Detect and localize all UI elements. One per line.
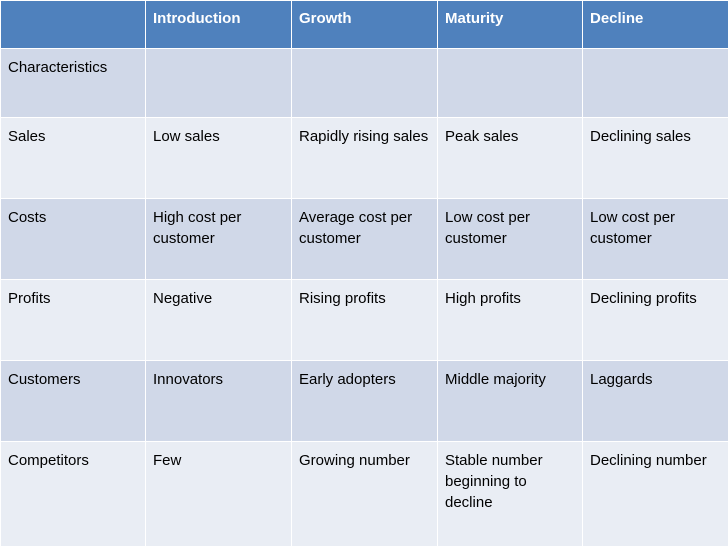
header-introduction: Introduction (145, 0, 292, 49)
table-cell: Laggards (582, 360, 728, 442)
header-corner-cell (0, 0, 146, 49)
table-row-characteristics: Characteristics (0, 48, 728, 118)
row-label: Costs (0, 198, 146, 280)
table-cell (582, 48, 728, 118)
table-cell: Declining sales (582, 117, 728, 199)
row-label: Characteristics (0, 48, 146, 118)
table-cell: Low sales (145, 117, 292, 199)
header-maturity: Maturity (437, 0, 583, 49)
table-cell: Rapidly rising sales (291, 117, 438, 199)
table-cell: Low cost per customer (582, 198, 728, 280)
header-row: Introduction Growth Maturity Decline (0, 0, 728, 49)
header-decline: Decline (582, 0, 728, 49)
row-label: Sales (0, 117, 146, 199)
header-growth: Growth (291, 0, 438, 49)
row-label: Competitors (0, 441, 146, 546)
table-cell: Rising profits (291, 279, 438, 361)
table-cell: High profits (437, 279, 583, 361)
table-cell: Stable number beginning to decline (437, 441, 583, 546)
table-cell: Growing number (291, 441, 438, 546)
table-cell (291, 48, 438, 118)
table-row-customers: Customers Innovators Early adopters Midd… (0, 360, 728, 442)
table-row-competitors: Competitors Few Growing number Stable nu… (0, 441, 728, 546)
table-cell: Innovators (145, 360, 292, 442)
row-label: Customers (0, 360, 146, 442)
table-cell: Early adopters (291, 360, 438, 442)
table-cell: Peak sales (437, 117, 583, 199)
table-row-costs: Costs High cost per customer Average cos… (0, 198, 728, 280)
table-cell (145, 48, 292, 118)
table-cell: Declining number (582, 441, 728, 546)
row-label: Profits (0, 279, 146, 361)
table-row-sales: Sales Low sales Rapidly rising sales Pea… (0, 117, 728, 199)
table-cell: High cost per customer (145, 198, 292, 280)
table-cell (437, 48, 583, 118)
table-cell: Middle majority (437, 360, 583, 442)
table-cell: Low cost per customer (437, 198, 583, 280)
table-row-profits: Profits Negative Rising profits High pro… (0, 279, 728, 361)
table-cell: Declining profits (582, 279, 728, 361)
table-cell: Few (145, 441, 292, 546)
table-cell: Average cost per customer (291, 198, 438, 280)
table-cell: Negative (145, 279, 292, 361)
